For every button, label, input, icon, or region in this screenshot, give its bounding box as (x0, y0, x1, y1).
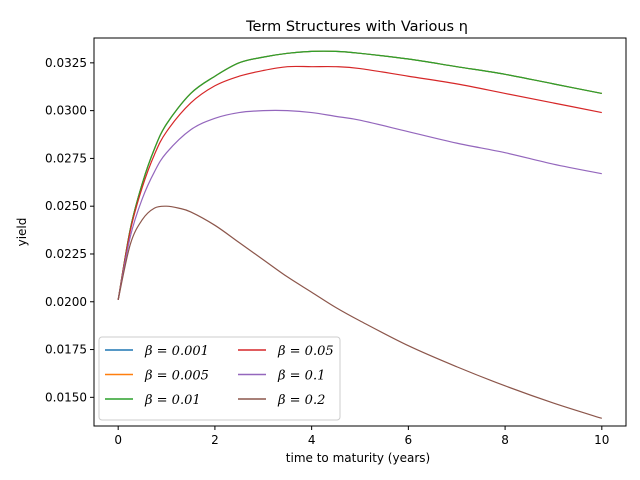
x-tick-label: 6 (405, 433, 413, 447)
y-tick-label: 0.0275 (45, 151, 87, 165)
y-axis: 0.0150 0.0175 0.0200 0.0225 0.0250 0.0275 0.03… (45, 56, 94, 404)
x-axis-label: time to maturity (years) (286, 451, 430, 465)
series-line-3 (117, 65, 602, 300)
series-line-5 (117, 205, 603, 419)
x-tick-label: 10 (594, 433, 609, 447)
series-line-1 (117, 50, 602, 300)
y-tick-label: 0.0150 (45, 390, 87, 404)
series-line-0 (117, 50, 602, 300)
legend-box (98, 336, 341, 421)
y-tick-label: 0.0175 (45, 343, 87, 357)
legend-label: β = 0.01 (144, 393, 201, 408)
x-tick-label: 4 (308, 433, 316, 447)
x-axis: 0 2 4 6 8 10 (114, 426, 609, 447)
plot-lines (117, 50, 603, 419)
legend: β = 0.001 β = 0.005 β = 0.01 β = 0.05 β = 0.… (98, 336, 341, 421)
series-line-2 (117, 50, 602, 300)
series-line-4 (117, 109, 602, 300)
x-tick-label: 8 (501, 433, 509, 447)
plot-frame (93, 37, 627, 427)
x-tick-label: 2 (211, 433, 219, 447)
y-tick-label: 0.0250 (45, 199, 87, 213)
legend-label: β = 0.005 (144, 369, 209, 384)
legend-label: β = 0.1 (277, 369, 325, 384)
legend-label: β = 0.001 (144, 344, 209, 359)
y-tick-label: 0.0300 (45, 104, 87, 118)
y-tick-label: 0.0325 (45, 56, 87, 70)
y-tick-label: 0.0225 (45, 247, 87, 261)
y-axis-label: yield (15, 218, 29, 247)
chart-title: Term Structures with Various η (245, 19, 468, 35)
legend-label: β = 0.2 (277, 393, 325, 408)
x-tick-label: 0 (114, 433, 122, 447)
legend-label: β = 0.05 (277, 344, 334, 359)
y-tick-label: 0.0200 (45, 295, 87, 309)
